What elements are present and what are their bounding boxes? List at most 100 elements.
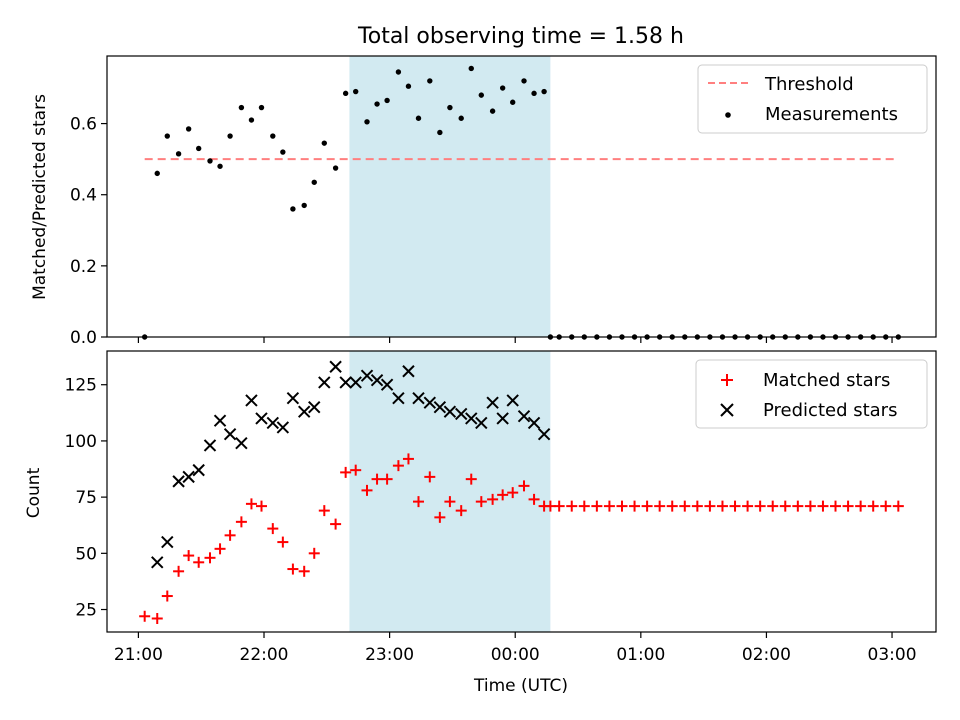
measurement-point (489, 108, 496, 114)
measurement-point (311, 179, 317, 185)
matched-star-point (666, 500, 678, 512)
matched-star-point (507, 487, 519, 499)
measurement-point (478, 92, 485, 98)
predicted-star-point (203, 439, 217, 452)
predicted-star-point (286, 392, 300, 405)
matched-star-point (318, 505, 330, 517)
matched-star-point (392, 460, 404, 472)
highlight-band (349, 56, 551, 337)
matched-star-point (830, 500, 842, 512)
measurement-point (238, 104, 245, 111)
predicted-star-point (517, 409, 531, 423)
measurement-point (258, 104, 265, 111)
matched-star-point (654, 500, 666, 512)
measurement-point (248, 117, 255, 123)
matched-star-point (475, 496, 487, 508)
matched-star-point (245, 498, 257, 510)
top-y-ticks: 0.0 0.2 0.4 0.6 (70, 115, 107, 348)
matched-stars-legend-swatch (721, 374, 733, 386)
y-tick-label: 75 (75, 488, 97, 508)
y-tick-label: 100 (65, 432, 97, 452)
matched-star-point (424, 471, 436, 483)
bottom-plot-frame (106, 350, 937, 633)
matched-star-point (553, 500, 565, 512)
predicted-star-point (182, 470, 195, 484)
matched-star-point (842, 500, 854, 512)
y-tick-label: 0.6 (70, 115, 97, 135)
predicted-star-point (266, 416, 280, 430)
bottom-x-ticks: 21:00 22:00 23:00 00:00 01:00 02:00 03:00 (114, 632, 917, 665)
measurement-point (384, 97, 390, 104)
highlight-band (349, 351, 551, 632)
matched-star-point (308, 547, 320, 559)
measurement-point (321, 140, 327, 146)
matched-star-point (779, 500, 791, 512)
predicted-star-point (223, 427, 237, 441)
measurement-point (531, 90, 537, 97)
matched-star-point (880, 500, 892, 512)
matched-star-point (183, 550, 195, 562)
matched-star-point (804, 500, 816, 512)
predicted-star-point (276, 421, 290, 434)
bottom-y-ticks: 25 50 75 100 125 (65, 376, 107, 621)
predicted-star-point (151, 556, 164, 569)
x-tick-label: 23:00 (365, 645, 414, 665)
matched-star-point (867, 500, 879, 512)
predicted-star-point (308, 400, 321, 414)
predicted-star-point (172, 475, 185, 488)
measurement-point (374, 101, 380, 107)
predicted-star-point (297, 405, 311, 418)
matched-star-point (679, 500, 691, 512)
matched-stars-points (139, 453, 904, 625)
matched-star-point (235, 516, 247, 528)
predicted-star-point (486, 396, 499, 409)
predicted-stars-points (151, 360, 551, 569)
y-tick-label: 50 (75, 544, 97, 564)
predicted-star-point (213, 414, 227, 427)
measurement-point (468, 65, 474, 72)
x-tick-label: 22:00 (240, 645, 289, 665)
bottom-panel: 25 50 75 100 125 21:00 22:00 23:00 00:00 01:00 02… (24, 350, 937, 696)
matched-star-point (629, 500, 641, 512)
top-legend-box (697, 64, 928, 134)
measurement-point (270, 133, 276, 139)
predicted-star-point (506, 394, 519, 407)
predicted-star-point (455, 407, 468, 421)
matched-star-point (566, 500, 578, 512)
x-axis-label: Time (UTC) (473, 676, 568, 696)
measurement-point (332, 165, 339, 171)
measurement-point (458, 115, 464, 121)
measurement-point (164, 133, 170, 139)
predicted-star-point (496, 412, 509, 425)
measurement-point (499, 85, 506, 91)
matched-star-point (855, 500, 867, 512)
observing-window-highlight (349, 351, 551, 632)
predicted-star-point (161, 535, 174, 549)
top-panel: 0.0 0.2 0.4 0.6 Matched/Predicted stars Thr… (30, 55, 937, 348)
matched-star-point (603, 500, 615, 512)
matched-star-point (214, 543, 226, 555)
matched-star-point (591, 500, 603, 512)
matched-star-point (817, 500, 829, 512)
matched-star-point (716, 500, 728, 512)
matched-star-point (381, 473, 393, 485)
matched-star-point (350, 464, 362, 476)
x-tick-label: 01:00 (616, 645, 665, 665)
measurement-point (342, 90, 349, 97)
predicted-star-point (380, 378, 394, 391)
measurement-point (154, 170, 160, 177)
measurements-legend-swatch (725, 112, 731, 118)
measurement-point (437, 129, 443, 136)
top-legend: Threshold Measurements (697, 64, 928, 134)
y-tick-label: 0.0 (70, 328, 97, 348)
matched-star-point (330, 518, 342, 530)
measurement-point (364, 119, 370, 125)
measurement-point (510, 99, 516, 105)
matched-star-point (204, 552, 216, 564)
bottom-y-axis-label: Count (24, 467, 44, 518)
predicted-star-point (339, 376, 352, 389)
matched-star-point (792, 500, 804, 512)
matched-star-point (402, 453, 414, 465)
top-x-ticks (137, 337, 893, 343)
